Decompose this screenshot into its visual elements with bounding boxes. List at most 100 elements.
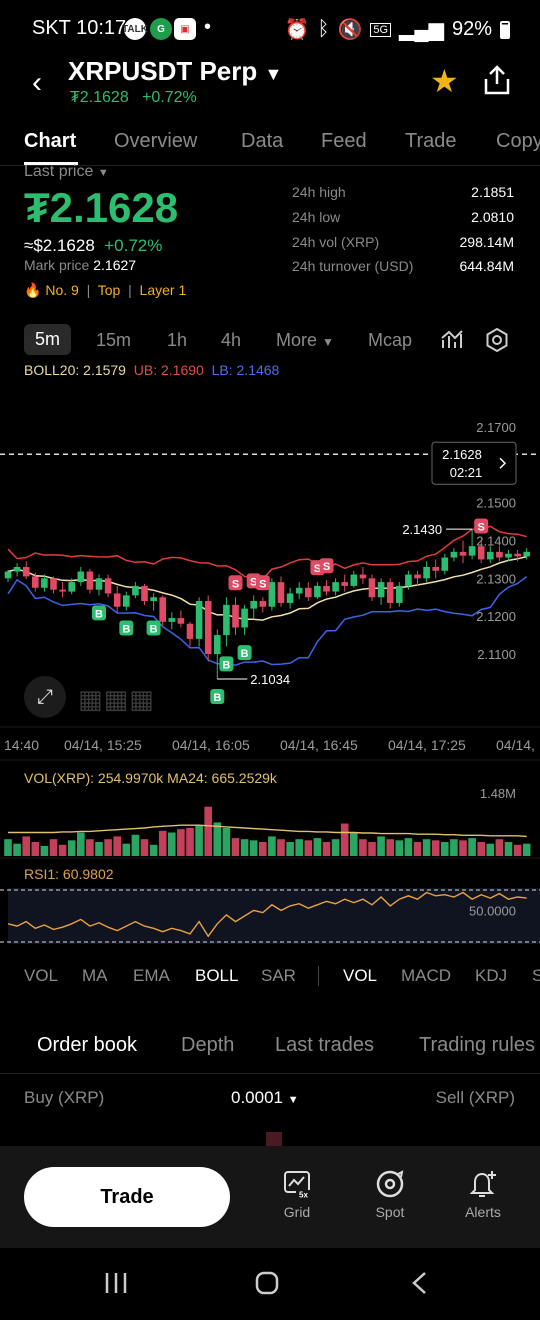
candle-body: [250, 601, 257, 609]
ind-vol[interactable]: VOL: [24, 966, 59, 985]
volume-bar: [58, 844, 67, 856]
candle-body: [305, 587, 312, 598]
settings-icon[interactable]: [484, 327, 510, 353]
last-price-value: ₮2.1628: [24, 184, 179, 231]
fire-icon: 🔥: [24, 282, 42, 298]
candle-body: [95, 578, 103, 590]
volume-bar: [404, 838, 413, 856]
ind-more[interactable]: S: [532, 966, 540, 985]
usd-price: ≈$2.1628 +0.72%: [24, 236, 163, 255]
marker-letter: S: [232, 578, 239, 590]
price-axis-label: 2.1200: [476, 609, 516, 624]
interval-1h[interactable]: 1h: [167, 330, 188, 350]
candle-body: [32, 576, 39, 588]
buy-label: Buy (XRP): [24, 1088, 105, 1107]
candle-body: [386, 582, 394, 603]
interval-more[interactable]: More ▼: [276, 330, 334, 350]
orderbook-header: Buy (XRP) 0.0001 ▼ Sell (XRP): [0, 1088, 540, 1112]
volume-bar: [441, 842, 449, 856]
indicator-icon[interactable]: [440, 328, 464, 352]
candle-body: [159, 597, 166, 622]
marker-letter: B: [222, 659, 230, 671]
rank-badges[interactable]: 🔥 No. 9 | Top | Layer 1: [24, 282, 187, 298]
alerts-button[interactable]: Alerts: [448, 1164, 518, 1220]
tab-trade[interactable]: Trade: [405, 130, 457, 152]
green-app-icon: G: [150, 18, 172, 40]
candle-body: [432, 566, 439, 571]
favorite-star-icon[interactable]: ★: [430, 63, 459, 99]
tab-order-book[interactable]: Order book: [37, 1034, 138, 1056]
ind-macd[interactable]: MACD: [401, 966, 452, 985]
interval-5m[interactable]: 5m: [24, 324, 72, 355]
interval-mcap[interactable]: Mcap: [368, 330, 413, 350]
precision-select[interactable]: 0.0001 ▼: [231, 1088, 299, 1107]
ind-ma[interactable]: MA: [82, 966, 108, 985]
recent-apps-icon[interactable]: [104, 1272, 128, 1294]
mute-icon: 🔇: [337, 19, 363, 41]
chevron-right-icon: [499, 457, 507, 469]
tab-feed[interactable]: Feed: [321, 130, 367, 152]
candle-body: [214, 635, 221, 654]
spot-button[interactable]: Spot: [355, 1164, 425, 1220]
interval-15m[interactable]: 15m: [96, 330, 132, 350]
tab-copy[interactable]: Copy: [496, 130, 540, 152]
tab-chart[interactable]: Chart: [24, 130, 77, 152]
action-bar: Trade 5x Grid Spot: [0, 1146, 540, 1248]
marker-letter: B: [95, 608, 103, 620]
back-icon[interactable]: ‹: [32, 66, 42, 99]
boll-upper-band: [7, 525, 527, 581]
grid-button[interactable]: 5x Grid: [262, 1164, 332, 1220]
volume-bar: [286, 842, 294, 856]
ind-boll[interactable]: BOLL: [195, 966, 239, 985]
share-icon[interactable]: [482, 64, 512, 96]
marker-letter: B: [150, 623, 158, 635]
candle-body: [13, 566, 21, 572]
candle-body: [141, 585, 148, 602]
trade-button[interactable]: Trade: [24, 1167, 230, 1227]
marker-letter: S: [323, 561, 330, 573]
sell-marker: [228, 575, 243, 591]
candle-body: [232, 604, 239, 628]
volume-bar: [459, 840, 467, 856]
candle-body: [441, 557, 449, 571]
volume-bar: [259, 842, 267, 856]
candle-body: [113, 593, 121, 607]
candle-body: [132, 585, 139, 596]
candle-body: [314, 585, 321, 598]
interval-4h[interactable]: 4h: [221, 330, 242, 350]
tab-depth[interactable]: Depth: [181, 1034, 235, 1056]
instrument-title[interactable]: XRPUSDT Perp ▼: [68, 56, 283, 86]
last-price-label[interactable]: Last price ▼: [24, 163, 109, 180]
spot-label: Spot: [375, 1204, 405, 1220]
candle-body: [177, 618, 185, 624]
candle-body: [241, 608, 248, 628]
candle-body: [259, 601, 267, 607]
header-price: ₮2.1628 +0.72%: [70, 89, 197, 106]
grid-label: Grid: [283, 1204, 311, 1220]
stat-label: 24h turnover (USD): [292, 258, 414, 274]
tab-trading-rules[interactable]: Trading rules: [419, 1034, 535, 1056]
ind-sub-vol[interactable]: VOL: [343, 966, 378, 985]
candle-body: [59, 589, 66, 592]
ind-kdj[interactable]: KDJ: [475, 966, 508, 985]
volume-bar: [513, 844, 522, 856]
back-nav-icon[interactable]: [410, 1271, 428, 1295]
buy-marker: [219, 656, 234, 672]
stat-label: 24h vol (XRP): [292, 234, 380, 250]
ind-sar[interactable]: SAR: [261, 966, 296, 985]
volume-ma-line: [8, 824, 527, 838]
ind-ema[interactable]: EMA: [133, 966, 170, 985]
candle-body: [295, 587, 303, 594]
home-icon[interactable]: [255, 1271, 279, 1295]
tab-data[interactable]: Data: [241, 130, 284, 152]
tab-last-trades[interactable]: Last trades: [275, 1034, 374, 1056]
volume-bar: [67, 840, 76, 856]
volume-bar: [450, 839, 458, 856]
time-axis-label: 04/14, 16:05: [172, 737, 250, 753]
tab-overview[interactable]: Overview: [114, 130, 198, 152]
fullscreen-icon[interactable]: ⤢: [24, 676, 66, 718]
candle-body: [414, 574, 421, 579]
volume-bar: [168, 832, 176, 856]
countdown-value: 02:21: [450, 465, 483, 480]
